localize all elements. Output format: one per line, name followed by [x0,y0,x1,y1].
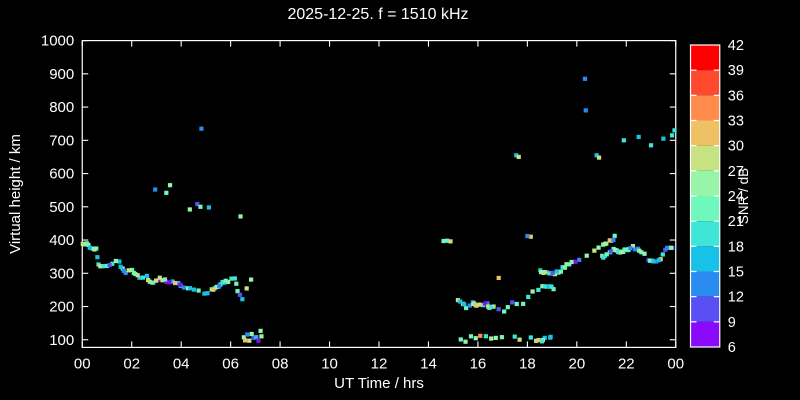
svg-text:18: 18 [519,355,536,372]
svg-text:12: 12 [728,290,744,306]
svg-text:9: 9 [728,315,736,331]
svg-text:200: 200 [49,299,74,316]
svg-text:14: 14 [420,355,437,372]
svg-text:600: 600 [49,166,74,183]
svg-text:500: 500 [49,199,74,216]
svg-text:36: 36 [728,88,744,104]
svg-text:12: 12 [371,355,388,372]
svg-text:2025-12-25. f = 1510 kHz: 2025-12-25. f = 1510 kHz [287,6,468,23]
svg-text:02: 02 [123,355,140,372]
svg-text:22: 22 [618,355,635,372]
svg-text:SNR / dB: SNR / dB [736,168,751,224]
svg-text:700: 700 [49,132,74,149]
svg-text:00: 00 [74,355,91,372]
svg-text:30: 30 [728,139,744,155]
svg-text:800: 800 [49,99,74,116]
svg-text:16: 16 [470,355,487,372]
svg-text:Virtual height / km: Virtual height / km [7,134,24,254]
svg-text:00: 00 [667,355,684,372]
svg-text:06: 06 [222,355,239,372]
svg-text:39: 39 [728,63,744,79]
svg-text:6: 6 [728,340,736,356]
svg-text:15: 15 [728,265,744,281]
svg-text:42: 42 [728,38,744,54]
svg-text:1000: 1000 [41,33,74,50]
svg-text:900: 900 [49,66,74,83]
svg-text:33: 33 [728,114,744,130]
svg-text:04: 04 [173,355,190,372]
svg-text:10: 10 [321,355,338,372]
svg-text:08: 08 [272,355,289,372]
svg-text:18: 18 [728,239,744,255]
svg-text:400: 400 [49,232,74,249]
svg-text:20: 20 [568,355,585,372]
svg-text:UT Time / hrs: UT Time / hrs [334,375,424,392]
svg-text:100: 100 [49,332,74,349]
svg-text:300: 300 [49,265,74,282]
